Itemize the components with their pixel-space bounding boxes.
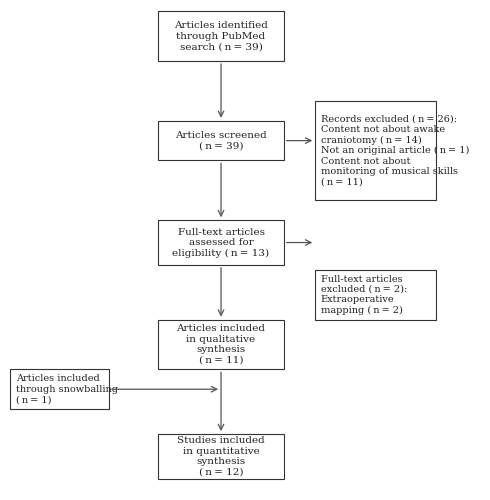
FancyBboxPatch shape: [158, 12, 284, 61]
FancyBboxPatch shape: [10, 370, 109, 409]
Text: Articles identified
through PubMed
search ( n = 39): Articles identified through PubMed searc…: [174, 22, 268, 51]
Text: Full-text articles
excluded ( n = 2):
Extraoperative
mapping ( n = 2): Full-text articles excluded ( n = 2): Ex…: [320, 274, 407, 315]
FancyBboxPatch shape: [315, 270, 436, 320]
FancyBboxPatch shape: [158, 120, 284, 160]
FancyBboxPatch shape: [315, 101, 436, 200]
Text: Articles included
through snowballing
( n = 1): Articles included through snowballing ( …: [16, 374, 118, 404]
Text: Full-text articles
assessed for
eligibility ( n = 13): Full-text articles assessed for eligibil…: [172, 228, 270, 258]
Text: Records excluded ( n = 26):
Content not about awake
craniotomy ( n = 14)
Not an : Records excluded ( n = 26): Content not …: [320, 114, 469, 186]
FancyBboxPatch shape: [158, 320, 284, 370]
Text: Articles screened
( n = 39): Articles screened ( n = 39): [175, 131, 267, 150]
FancyBboxPatch shape: [158, 220, 284, 265]
FancyBboxPatch shape: [158, 434, 284, 478]
Text: Studies included
in quantitative
synthesis
( n = 12): Studies included in quantitative synthes…: [177, 436, 265, 476]
Text: Articles included
in qualitative
synthesis
( n = 11): Articles included in qualitative synthes…: [176, 324, 266, 364]
